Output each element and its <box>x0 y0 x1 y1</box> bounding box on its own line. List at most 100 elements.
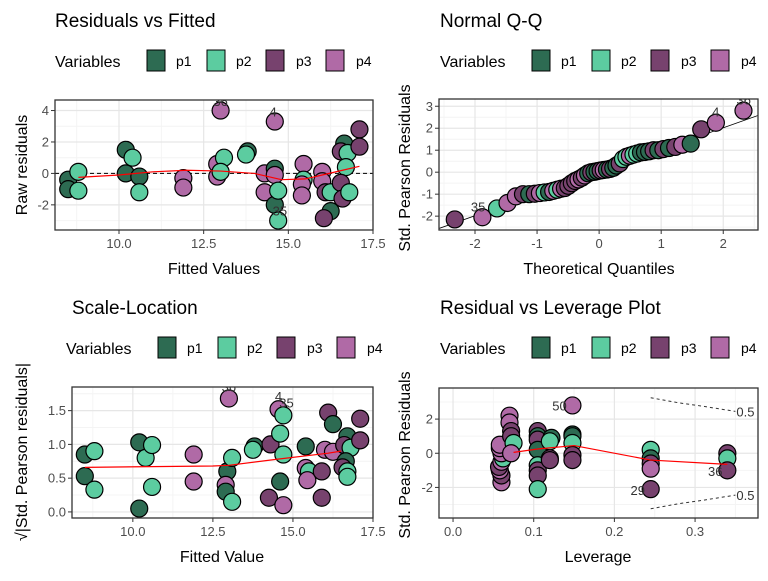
data-point <box>336 158 356 177</box>
y-tick-label: 4 <box>42 103 49 118</box>
y-tick-label: 2 <box>42 134 49 149</box>
y-tick-label: 0.5 <box>48 471 66 486</box>
data-point <box>174 178 193 197</box>
y-tick-label: -1 <box>421 187 433 202</box>
legend-swatch-p4 <box>336 336 356 359</box>
legend-label-p2: p2 <box>247 340 263 356</box>
y-tick-label: 0.0 <box>48 504 66 519</box>
y-tick-label: 0 <box>426 165 433 180</box>
data-point <box>473 208 492 227</box>
plot-border <box>54 99 374 231</box>
plot-content: 35 4 36 <box>439 99 758 229</box>
data-point <box>338 467 357 486</box>
legend-label-p2: p2 <box>621 340 637 356</box>
point-label: 36 <box>708 464 722 479</box>
y-tick-label: -2 <box>37 197 49 212</box>
data-point <box>314 209 333 228</box>
data-point <box>274 445 293 464</box>
y-tick-label: 0 <box>426 446 433 461</box>
y-tick-label: -2 <box>421 209 433 224</box>
panel-2-ylabel: Std. Pearson Residuals <box>397 84 414 251</box>
legend-label-p3: p3 <box>296 53 312 69</box>
data-point <box>69 162 88 181</box>
x-tick-label: 0.3 <box>686 524 704 539</box>
data-point <box>259 488 279 507</box>
x-tick-label: 0 <box>596 236 603 251</box>
plot-border <box>71 386 374 519</box>
panel-2-xlabel: Theoretical Quantiles <box>523 261 674 278</box>
smooth-trend-line <box>78 165 360 181</box>
legend-swatch-p4 <box>710 49 730 72</box>
data-point <box>445 210 464 229</box>
legend-swatch-p1 <box>531 336 551 359</box>
data-point <box>269 181 288 200</box>
data-point <box>269 211 288 230</box>
data-point <box>563 450 582 470</box>
point-label: 50 <box>552 398 566 413</box>
data-point <box>312 488 331 507</box>
data-point <box>85 480 104 499</box>
legend-swatch-p1 <box>146 49 166 72</box>
point-label: 36 <box>213 94 227 109</box>
data-point <box>184 445 203 464</box>
data-point <box>298 471 317 490</box>
data-point <box>641 459 660 478</box>
data-point <box>274 496 293 515</box>
data-point <box>142 477 162 497</box>
smooth-trend-line <box>513 444 728 465</box>
plot-content: 50 29 36 0.5 0.5 <box>489 396 754 510</box>
data-point <box>718 461 737 480</box>
panel-3: 10.0 12.5 15.0 17.5 0.0 0.5 1.0 1.5 36 435 <box>48 379 386 539</box>
data-point <box>223 448 242 468</box>
data-point <box>130 167 149 186</box>
legend-label-p2: p2 <box>236 53 252 69</box>
data-point <box>75 467 94 486</box>
legend-swatch-p3 <box>650 49 670 72</box>
x-tick-label: 0.2 <box>605 524 623 539</box>
point-label: 35 <box>273 203 287 218</box>
panel-2-title: Normal Q-Q <box>440 11 542 32</box>
point-label: 4 <box>269 104 276 119</box>
legend-label-p3: p3 <box>681 53 697 69</box>
x-tick-label: -1 <box>531 236 543 251</box>
data-point <box>130 499 149 518</box>
x-tick-label: 12.5 <box>191 236 216 251</box>
legend-swatch-p2 <box>591 49 611 72</box>
panel-4-ylabel: Std. Pearson Residuals <box>397 371 414 538</box>
panel-3-title: Scale-Location <box>72 298 198 319</box>
x-tick-label: 0.1 <box>525 524 543 539</box>
panel-4-legend: Variables p1 p2 p3 p4 <box>440 336 757 359</box>
legend-swatch-p4 <box>325 49 345 72</box>
plot-border <box>438 387 759 519</box>
legend-label-p1: p1 <box>176 53 192 69</box>
x-tick-label: 15.0 <box>280 524 305 539</box>
panel-3-legend: Variables p1 p2 p3 p4 <box>66 336 383 359</box>
panel-3-ylabel: √|Std. Pearson residuals| <box>14 363 31 541</box>
point-label: 4 <box>712 105 719 120</box>
panel-2-legend: Variables p1 p2 p3 p4 <box>440 49 757 72</box>
legend-label-p3: p3 <box>307 340 323 356</box>
legend-label-p1: p1 <box>561 340 577 356</box>
point-label: 35 <box>471 199 485 214</box>
point-label: 36 <box>222 379 236 394</box>
data-point <box>312 462 331 481</box>
legend-swatch-p1 <box>157 336 177 359</box>
y-tick-label: 3 <box>426 99 433 114</box>
panel-4: 0.0 0.1 0.2 0.3 -2 0 2 50 29 36 0.5 0.5 <box>421 387 759 539</box>
data-point <box>528 480 547 499</box>
smooth-trend-line <box>84 450 342 468</box>
data-point <box>350 120 369 139</box>
y-tick-label: 1.5 <box>48 403 66 418</box>
x-tick-label: 2 <box>720 236 727 251</box>
data-point <box>130 183 149 202</box>
data-point <box>271 472 290 491</box>
data-point <box>123 148 142 167</box>
panel-1-title: Residuals vs Fitted <box>55 11 216 32</box>
data-point <box>274 406 293 425</box>
panel-4-title: Residual vs Leverage Plot <box>440 298 661 319</box>
x-tick-label: 0.0 <box>444 524 462 539</box>
data-point <box>350 137 369 156</box>
data-point <box>540 450 559 470</box>
legend-swatch-p2 <box>591 336 611 359</box>
